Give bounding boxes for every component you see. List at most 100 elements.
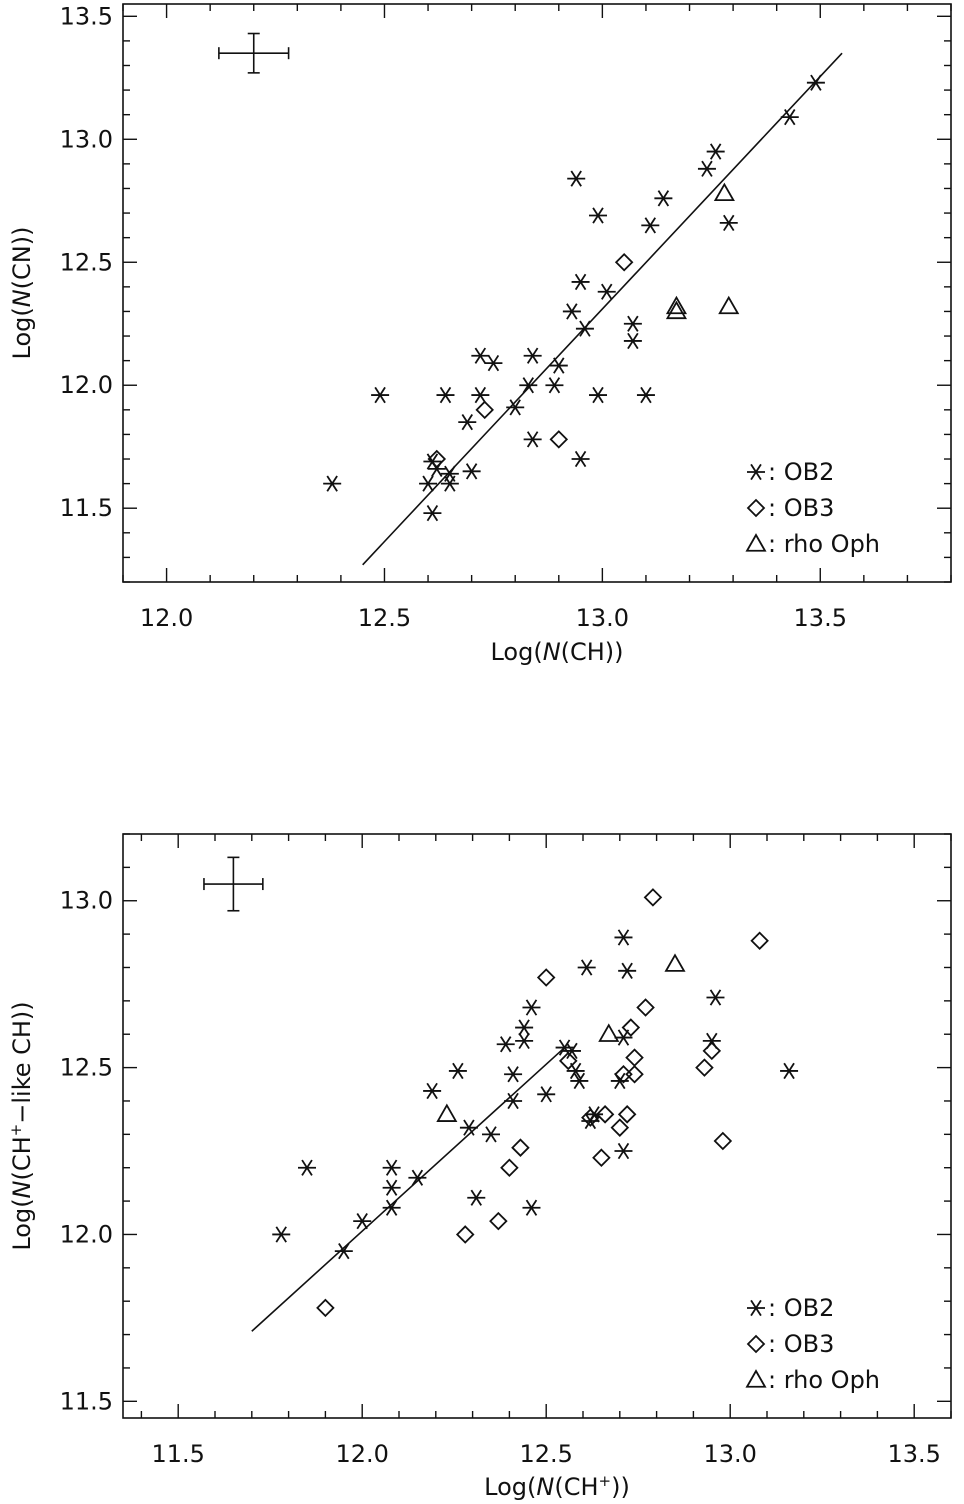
point-diamond <box>500 1158 519 1177</box>
point-asterisk <box>515 1032 534 1050</box>
plot-frame <box>122 3 952 583</box>
point-triangle <box>436 1103 458 1122</box>
point-asterisk <box>614 1029 633 1046</box>
point-asterisk <box>484 354 503 372</box>
point-asterisk <box>423 1082 442 1100</box>
point-diamond <box>636 998 655 1017</box>
point-asterisk <box>462 463 481 480</box>
point-asterisk <box>780 1062 799 1080</box>
point-asterisk <box>571 450 590 468</box>
point-diamond <box>581 1108 600 1127</box>
series-ob3 <box>427 252 634 469</box>
point-asterisk <box>448 1062 467 1080</box>
legend-marker-triangle <box>745 533 767 552</box>
label-part: N <box>536 1473 554 1501</box>
x-tick-label: 12.5 <box>358 604 411 632</box>
x-tick-label: 12.0 <box>140 604 193 632</box>
point-asterisk <box>706 143 725 160</box>
y-tick-label: 13.0 <box>60 125 113 153</box>
point-asterisk <box>523 431 542 448</box>
point-asterisk <box>641 217 660 234</box>
chart-chlike-vs-chplus: 11.5 12.0 12.5 13.0 13.5 11.5 12.0 12.5 13.0 Log(… <box>7 833 952 1501</box>
point-asterisk <box>440 475 459 492</box>
point-asterisk <box>459 1119 478 1136</box>
point-diamond <box>617 1105 637 1124</box>
label-part: −like CH)) <box>8 1001 36 1123</box>
point-triangle <box>664 953 686 972</box>
point-diamond <box>610 1118 630 1137</box>
point-asterisk <box>353 1212 372 1230</box>
point-diamond <box>559 1051 578 1071</box>
point-asterisk <box>706 989 725 1006</box>
y-tick-label: 12.5 <box>60 1054 113 1082</box>
point-asterisk <box>589 386 608 404</box>
point-asterisk <box>567 170 586 187</box>
legend-label: : OB2 <box>768 458 834 486</box>
label-part: N <box>8 1180 36 1198</box>
point-triangle <box>665 300 688 320</box>
point-asterisk <box>382 1179 401 1196</box>
point-asterisk <box>719 214 738 232</box>
point-asterisk <box>323 475 342 492</box>
point-asterisk <box>806 74 825 91</box>
point-asterisk <box>523 347 542 364</box>
series-ob3 <box>316 888 769 1318</box>
label-part: Log( <box>490 638 542 666</box>
point-asterisk <box>623 332 642 350</box>
point-asterisk <box>545 377 564 394</box>
legend-label: : rho Oph <box>768 1366 880 1394</box>
point-diamond <box>536 968 556 987</box>
legend: : OB2 : OB3 : rho Oph <box>745 458 880 558</box>
series-rho-oph <box>436 953 686 1122</box>
point-asterisk <box>382 1199 401 1216</box>
x-axis-label: Log(N(CH)) <box>490 638 623 666</box>
point-asterisk <box>614 1142 633 1160</box>
point-asterisk <box>522 999 541 1016</box>
point-diamond <box>316 1298 335 1318</box>
point-asterisk <box>636 386 655 404</box>
point-asterisk <box>702 1032 721 1050</box>
point-diamond <box>643 888 663 907</box>
point-diamond <box>511 1138 530 1157</box>
x-tick-label: 12.0 <box>335 1440 388 1468</box>
legend-marker-diamond <box>746 498 766 518</box>
legend-label: : OB3 <box>768 1330 834 1358</box>
point-asterisk <box>471 347 490 364</box>
point-asterisk <box>623 315 642 332</box>
label-part: )) <box>611 1473 630 1501</box>
point-diamond <box>427 449 447 469</box>
label-part: (CN)) <box>8 227 36 290</box>
point-triangle <box>718 295 740 315</box>
y-tick-label: 13.5 <box>60 2 113 30</box>
point-asterisk <box>654 190 673 207</box>
point-asterisk <box>515 1019 534 1036</box>
point-asterisk <box>272 1226 291 1243</box>
point-asterisk <box>618 962 637 979</box>
y-tick-label: 13.0 <box>60 887 113 915</box>
point-diamond <box>614 252 634 272</box>
point-asterisk <box>697 160 716 177</box>
point-asterisk <box>575 320 594 337</box>
y-tick-label: 11.5 <box>60 494 113 522</box>
legend-label: : rho Oph <box>768 530 880 558</box>
label-part: + <box>599 1472 612 1490</box>
point-asterisk <box>371 386 390 404</box>
x-tick-label: 13.0 <box>576 604 629 632</box>
legend-label: : OB3 <box>768 494 834 522</box>
point-diamond <box>750 931 769 951</box>
point-asterisk <box>570 1072 589 1090</box>
series-rho-oph <box>665 182 740 320</box>
point-asterisk <box>597 283 616 300</box>
point-asterisk <box>419 475 438 492</box>
point-asterisk <box>549 357 568 374</box>
legend-marker-asterisk <box>747 1299 765 1317</box>
point-asterisk <box>504 1066 523 1083</box>
point-diamond <box>625 1065 644 1084</box>
point-diamond <box>455 1225 475 1244</box>
fit-line <box>251 1046 566 1332</box>
error-bar-cross <box>218 32 290 74</box>
point-asterisk <box>334 1243 353 1260</box>
point-asterisk <box>780 109 799 126</box>
series-ob2 <box>272 929 799 1260</box>
